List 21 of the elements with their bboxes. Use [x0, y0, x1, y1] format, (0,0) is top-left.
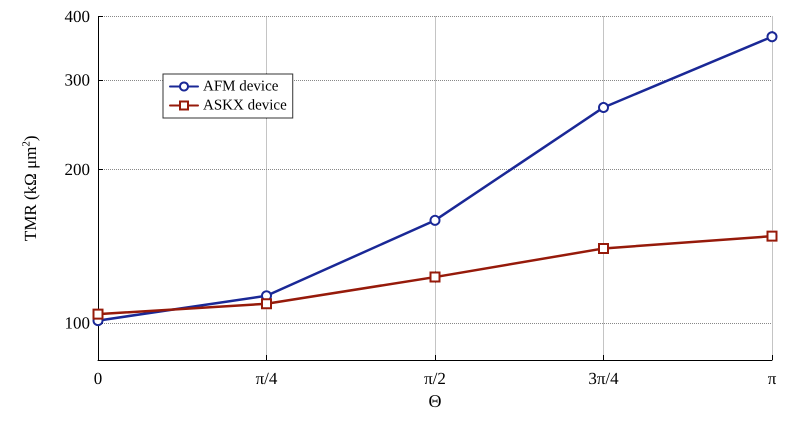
point — [92, 308, 104, 320]
point — [261, 298, 272, 310]
legend-label: AFM device — [203, 78, 279, 94]
x-tick-label: 3π/4 — [588, 369, 620, 388]
point — [598, 102, 609, 113]
x-tick-label: π/2 — [424, 369, 446, 388]
point — [430, 214, 440, 226]
point — [766, 31, 778, 42]
point — [766, 230, 778, 242]
x-tick-label: π — [768, 369, 777, 388]
y-tick-label: 200 — [64, 160, 90, 180]
legend-label: ASKX device — [203, 98, 288, 114]
y-tick-label: 300 — [64, 70, 90, 90]
point — [430, 272, 440, 283]
point — [598, 242, 609, 254]
x-tick-label: π/4 — [256, 369, 278, 388]
y-tick-label: 400 — [64, 7, 90, 26]
x-axis-title: Θ — [428, 390, 442, 411]
x-tick-label: 0 — [94, 369, 102, 388]
y-tick-label: 100 — [64, 313, 90, 332]
y-axis-title: TMR (kΩ μm2) — [20, 135, 40, 242]
